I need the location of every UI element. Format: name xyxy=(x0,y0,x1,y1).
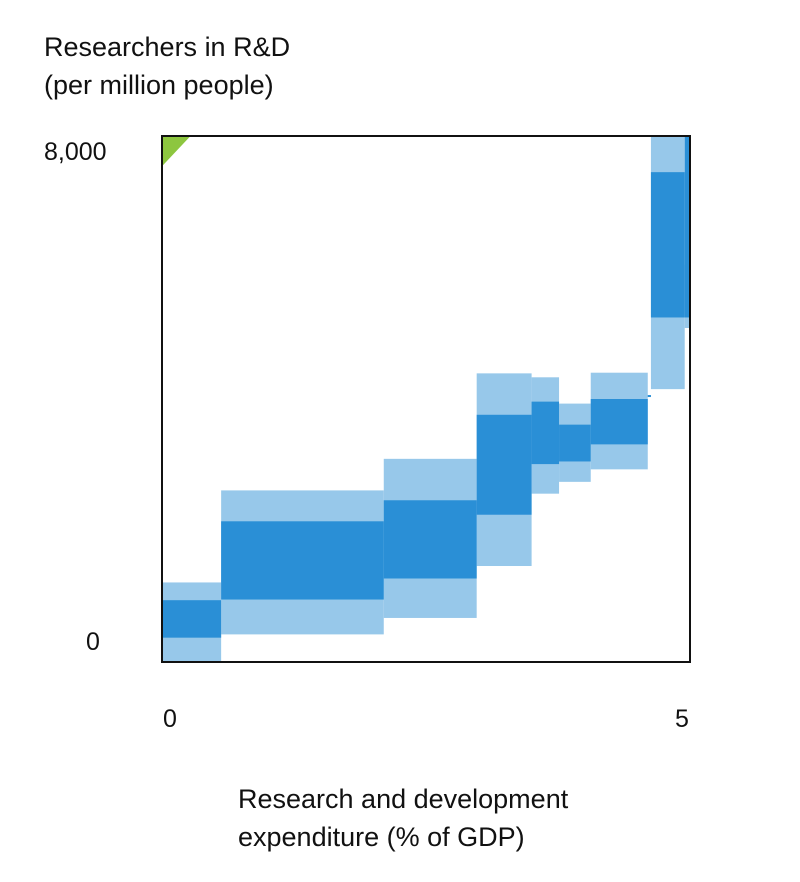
inner-band-segment-1 xyxy=(162,600,222,638)
x-tick-label-max: 5 xyxy=(675,705,689,733)
x-axis-label: Research and development expenditure (% … xyxy=(238,780,568,856)
inner-band-segment-5 xyxy=(531,401,560,465)
plot-frame xyxy=(161,135,691,663)
inner-band-segment-2 xyxy=(221,521,384,600)
inner-band-segment-8 xyxy=(647,395,651,398)
inner-band-segment-10 xyxy=(684,136,690,318)
inner-band-segment-9 xyxy=(650,172,685,318)
inner-band-layer xyxy=(162,136,690,638)
inner-band-segment-6 xyxy=(559,424,591,462)
y-axis-label: Researchers in R&D (per million people) xyxy=(44,28,290,104)
x-tick-label-min: 0 xyxy=(163,705,177,733)
corner-marker xyxy=(162,136,191,167)
inner-band-segment-4 xyxy=(476,414,532,515)
y-axis-label-line-2: (per million people) xyxy=(44,70,274,100)
y-tick-label-min: 0 xyxy=(86,628,100,656)
inner-band-segment-3 xyxy=(383,500,477,579)
inner-band-segment-7 xyxy=(590,399,648,445)
y-tick-label-max: 8,000 xyxy=(44,138,107,166)
y-axis-label-line-1: Researchers in R&D xyxy=(44,32,291,62)
x-axis-label-line-1: Research and development xyxy=(238,784,569,814)
x-axis-label-line-2: expenditure (% of GDP) xyxy=(238,822,525,852)
